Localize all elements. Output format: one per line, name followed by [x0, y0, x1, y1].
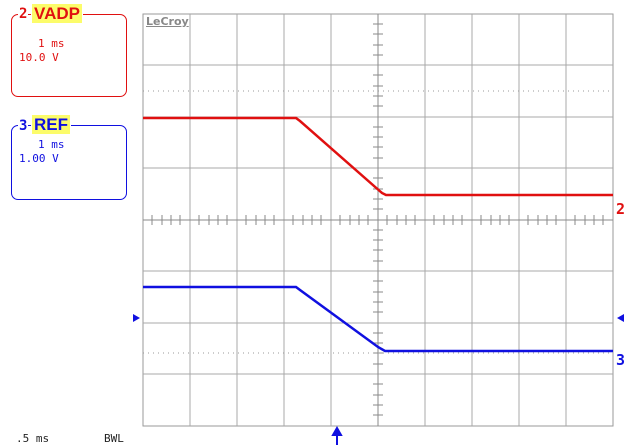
channel-2-timebase: 1 ms — [38, 37, 65, 50]
channel-2-info-box[interactable] — [11, 14, 127, 97]
channel-3-timebase: 1 ms — [38, 138, 65, 151]
channel-3-name: REF — [31, 115, 71, 135]
channel-2-trace — [143, 116, 613, 197]
channel-3-trace — [143, 285, 613, 353]
grid-center-axes — [143, 14, 613, 426]
grid-center-ticks — [151, 23, 604, 416]
channel-3-trace-label: 3 — [616, 351, 626, 369]
ch3-ground-arrow-right — [617, 314, 624, 322]
footer-timebase: .5 ms — [16, 432, 50, 445]
channel-2-scale: 10.0 V — [19, 51, 59, 64]
lecroy-logo: LeCroy — [146, 15, 189, 28]
ch3-ground-arrow-left — [133, 314, 140, 322]
channel-2-trace-label: 2 — [616, 200, 626, 218]
channel-3-scale: 1.00 V — [19, 152, 59, 165]
footer-bandwidth-limit: BWL — [104, 432, 124, 445]
channel-2-name-badge: VADP — [32, 4, 82, 23]
channel-3-name-badge: REF — [32, 115, 70, 134]
channel-3-number: 3 — [18, 118, 29, 134]
channel-2-name: VADP — [31, 4, 83, 24]
trigger-arrow-icon — [331, 425, 343, 445]
channel-2-number: 2 — [18, 6, 29, 22]
